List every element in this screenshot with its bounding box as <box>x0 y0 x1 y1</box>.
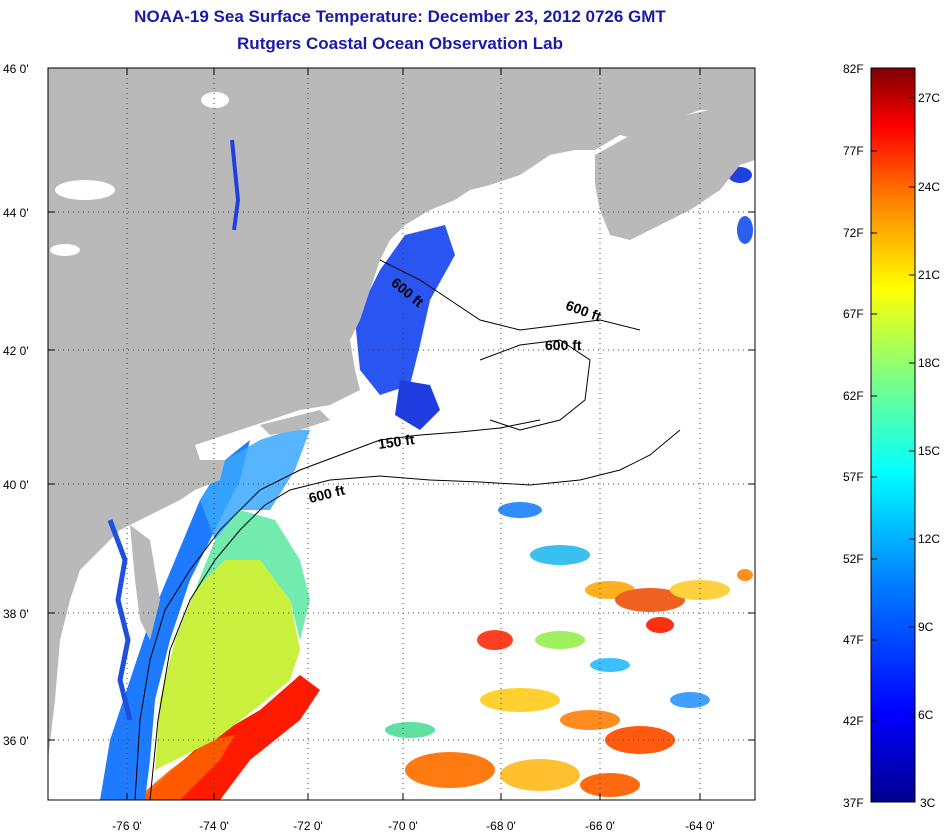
colorbar-label-27c: 27C <box>918 91 941 105</box>
lake <box>201 92 229 108</box>
lake <box>55 180 115 200</box>
colorbar-label-47f: 47F <box>843 633 864 647</box>
offshore-patches <box>385 122 753 797</box>
colorbar-label-21c: 21C <box>918 268 941 282</box>
colorbar-label-9c: 9C <box>918 620 934 634</box>
lon-tick-66: -66 0' <box>585 819 615 833</box>
map-title: NOAA-19 Sea Surface Temperature: Decembe… <box>134 7 666 26</box>
lat-tick-40: 40 0' <box>3 478 29 492</box>
colorbar-label-67f: 67F <box>843 307 864 321</box>
contour-600ft-shelf-break <box>149 429 681 800</box>
colorbar-ticks <box>871 97 915 722</box>
colorbar-label-57f: 57F <box>843 470 864 484</box>
lat-tick-42: 42 0' <box>3 344 29 358</box>
colorbar-label-12c: 12C <box>918 532 941 546</box>
colorbar <box>870 67 916 803</box>
lon-tick-64: -64 0' <box>685 819 715 833</box>
lake-champlain <box>230 139 241 231</box>
colorbar-label-18c: 18C <box>918 356 941 370</box>
colorbar-label-72f: 72F <box>843 226 864 240</box>
delmarva-peninsula <box>130 525 160 640</box>
axis-ticks <box>48 68 755 800</box>
colorbar-label-37f: 37F <box>843 796 864 810</box>
slope-water <box>195 510 310 640</box>
contour-label-600-georges: 600 ft <box>545 337 582 353</box>
long-island <box>260 410 330 435</box>
colorbar-label-24c: 24C <box>918 180 941 194</box>
lat-tick-38: 38 0' <box>3 607 29 621</box>
gulf-stream-edge <box>135 735 235 800</box>
lat-tick-46: 46 0' <box>3 62 29 76</box>
colorbar-label-77f: 77F <box>843 144 864 158</box>
land-layer <box>48 68 755 760</box>
lake <box>50 244 80 256</box>
contour-600ft-gulf <box>379 259 641 331</box>
lon-tick-70: -70 0' <box>388 819 418 833</box>
plot-frame <box>47 67 756 801</box>
north-america-land <box>48 68 755 760</box>
lat-tick-36: 36 0' <box>3 734 29 748</box>
lat-tick-44: 44 0' <box>3 206 29 220</box>
bathymetry-contours <box>134 259 681 800</box>
contour-150ft <box>134 419 541 800</box>
map-subtitle: Rutgers Coastal Ocean Observation Lab <box>237 34 563 53</box>
colorbar-label-52f: 52F <box>843 552 864 566</box>
lon-tick-68: -68 0' <box>486 819 516 833</box>
contour-600ft-georges <box>479 339 591 431</box>
gulf-of-maine-cold <box>355 225 455 395</box>
lon-tick-74: -74 0' <box>199 819 229 833</box>
lon-tick-72: -72 0' <box>293 819 323 833</box>
colorbar-label-82f: 82F <box>843 62 864 76</box>
colorbar-label-62f: 62F <box>843 389 864 403</box>
colorbar-label-15c: 15C <box>918 444 941 458</box>
shelf-cool-band <box>200 430 310 540</box>
lon-tick-76: -76 0' <box>112 819 142 833</box>
colorbar-label-42f: 42F <box>843 714 864 728</box>
cape-cod-cold <box>395 380 440 430</box>
graticule <box>48 68 755 800</box>
sst-data-layer <box>100 122 753 800</box>
colorbar-label-3c: 3C <box>920 796 936 810</box>
chesapeake-bay <box>107 519 133 721</box>
contour-label-150: 150 ft <box>377 431 416 452</box>
nova-scotia-land <box>595 105 755 240</box>
colorbar-label-6c: 6C <box>918 708 934 722</box>
